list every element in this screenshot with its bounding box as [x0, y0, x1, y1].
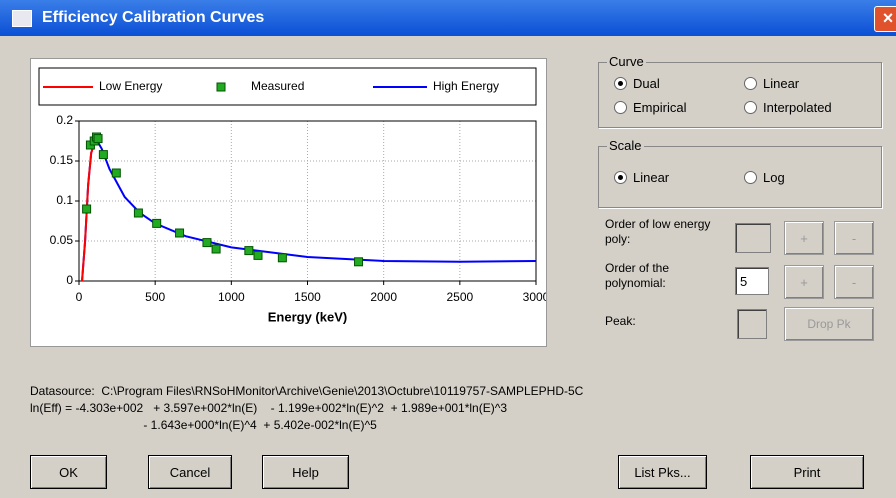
plot-frame [78, 120, 537, 282]
minus-button[interactable]: - [834, 265, 874, 299]
close-button[interactable]: × [874, 6, 896, 32]
curve-line [81, 139, 537, 282]
y-tick-label: 0 [66, 273, 73, 287]
print-button[interactable]: Print [750, 455, 864, 489]
radio-circle[interactable] [614, 101, 627, 114]
radio-circle[interactable] [614, 77, 627, 90]
radio-option[interactable]: Empirical [614, 100, 686, 115]
x-tick-label: 1500 [294, 290, 321, 304]
y-tick-label: 0.1 [56, 193, 73, 207]
window-icon [12, 10, 32, 27]
x-tick-label: 2500 [446, 290, 473, 304]
radio-circle[interactable] [744, 171, 757, 184]
measured-point [354, 257, 364, 267]
radio-option[interactable]: Linear [614, 170, 669, 185]
x-axis-label: Energy (keV) [268, 309, 347, 324]
radio-circle[interactable] [744, 77, 757, 90]
measured-point [253, 250, 263, 260]
radio-label: Empirical [633, 100, 687, 115]
radio-option[interactable]: Dual [614, 76, 660, 91]
minus-button[interactable]: - [834, 221, 874, 255]
curve-line [81, 143, 96, 282]
plus-button[interactable]: + [784, 221, 824, 255]
formula-line: ln(Eff) = -4.303e+002 + 3.597e+002*ln(E)… [30, 401, 508, 415]
window-title: Efficiency Calibration Curves [42, 9, 265, 26]
measured-point [152, 218, 162, 228]
group-label: Scale [607, 138, 644, 153]
radio-option[interactable]: Interpolated [744, 100, 832, 115]
measured-point [277, 253, 287, 263]
cancel-button[interactable]: Cancel [148, 455, 232, 489]
radio-circle[interactable] [744, 101, 757, 114]
plus-button[interactable]: + [784, 265, 824, 299]
title-bar: Efficiency Calibration Curves × [0, 0, 896, 36]
radio-option[interactable]: Log [744, 170, 785, 185]
legend-label: High Energy [433, 79, 499, 93]
scale-group: Scale [598, 138, 882, 208]
radio-label: Linear [633, 170, 670, 185]
help-button[interactable]: Help [262, 455, 349, 489]
legend-swatch [216, 82, 226, 92]
x-tick-label: 500 [145, 290, 165, 304]
y-tick-label: 0.05 [50, 233, 74, 247]
radio-label: Interpolated [763, 100, 832, 115]
radio-label: Dual [633, 76, 660, 91]
legend-label: Measured [251, 79, 304, 93]
low-order-label: Order of low energy poly: [605, 217, 711, 246]
radio-circle[interactable] [614, 171, 627, 184]
measured-point [93, 134, 103, 144]
y-tick-label: 0.15 [50, 153, 74, 167]
ok-button[interactable]: OK [30, 455, 107, 489]
y-tick-label: 0.2 [56, 113, 73, 127]
curve-group: Curve [598, 54, 882, 128]
legend-label: Low Energy [99, 79, 162, 93]
measured-point [98, 150, 108, 160]
peak-label: Peak: [605, 314, 636, 328]
measured-point [111, 168, 121, 178]
x-tick-label: 2000 [370, 290, 397, 304]
drop-peak-button[interactable]: Drop Pk [784, 307, 874, 341]
group-label: Curve [607, 54, 646, 69]
formula-line: - 1.643e+000*ln(E)^4 + 5.402e-002*ln(E)^… [30, 418, 377, 432]
radio-option[interactable]: Linear [744, 76, 799, 91]
measured-point [82, 204, 92, 214]
measured-point [244, 246, 254, 256]
x-tick-label: 1000 [218, 290, 245, 304]
legend-box [38, 67, 537, 106]
chart: 0 0.05 0.1 0.15 0.2 0 500 1000 1500 2000 2500 3000 E… [30, 58, 547, 347]
list-peaks-button[interactable]: List Pks... [618, 455, 707, 489]
poly-order-field[interactable]: 5 [735, 267, 769, 295]
x-tick-label: 3000 [523, 290, 547, 304]
low-order-field [735, 223, 771, 253]
datasource-text: Datasource: C:\Program Files\RNSoHMonito… [30, 384, 584, 398]
measured-point [133, 208, 143, 218]
measured-point [175, 228, 185, 238]
measured-point [211, 244, 221, 254]
radio-label: Linear [763, 76, 800, 91]
peak-field [737, 309, 767, 339]
x-tick-label: 0 [76, 290, 83, 304]
poly-order-label: Order of the polynomial: [605, 261, 670, 290]
radio-label: Log [763, 170, 785, 185]
measured-point [202, 238, 212, 248]
